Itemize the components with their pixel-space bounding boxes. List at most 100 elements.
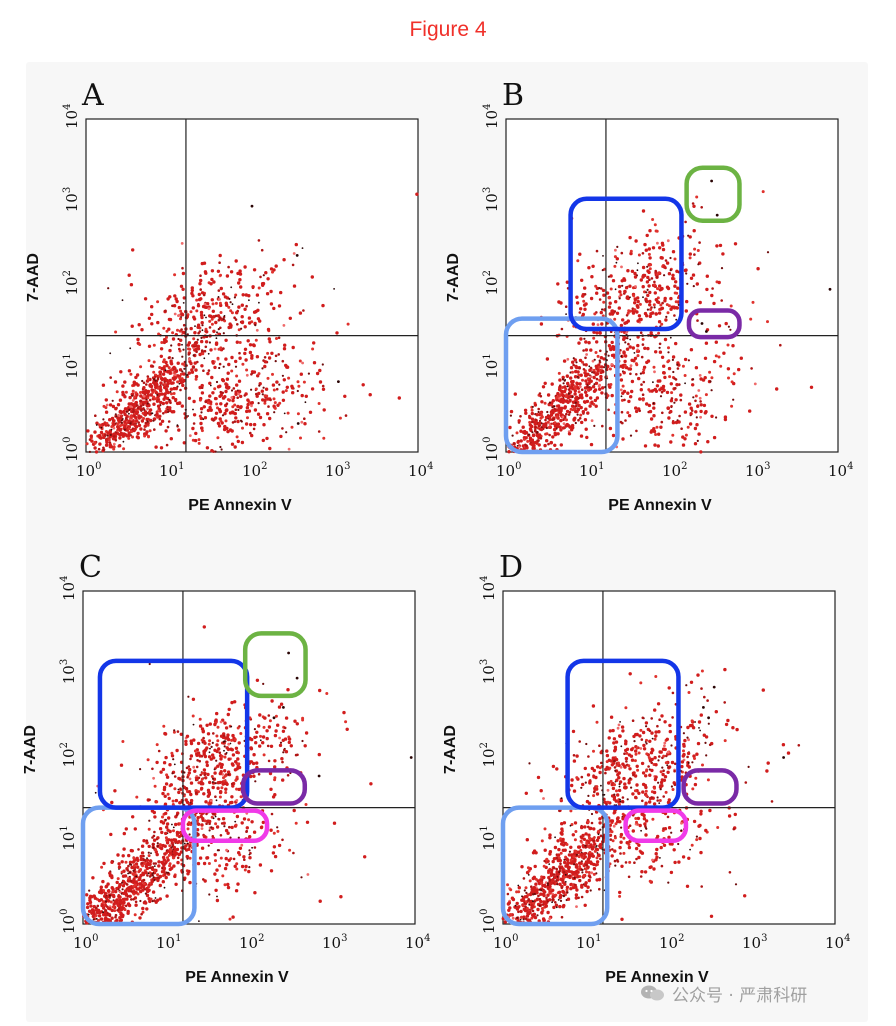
event-dot [579, 395, 583, 399]
event-dot [648, 303, 652, 307]
event-dot [144, 871, 148, 875]
event-dot [631, 311, 636, 315]
event-dot [200, 786, 204, 791]
event-dot [249, 422, 253, 427]
event-dot [172, 365, 176, 370]
event-dot [196, 741, 201, 746]
event-dot [608, 385, 612, 389]
event-dot [261, 393, 264, 396]
event-dot [233, 420, 237, 423]
event-dot [282, 324, 286, 327]
event-dot [156, 842, 159, 845]
event-dot [561, 378, 565, 381]
event-dot [528, 423, 532, 427]
event-dot [158, 414, 162, 418]
event-dot [577, 390, 581, 394]
event-dot [158, 827, 163, 831]
event-dot [189, 361, 193, 366]
event-dot [234, 318, 238, 321]
event-dot [121, 393, 125, 397]
event-dot [583, 766, 587, 771]
event-dot [702, 403, 707, 408]
event-dot [226, 747, 231, 752]
event-dot [111, 890, 115, 894]
event-dot [188, 880, 192, 885]
event-dot [171, 337, 176, 341]
event-dot [616, 773, 620, 777]
event-dot [571, 387, 575, 391]
event-dot [266, 277, 270, 281]
figure-title: Figure 4 [409, 18, 487, 41]
event-dot [569, 366, 574, 370]
event-dot [182, 441, 186, 445]
event-dot [578, 382, 582, 386]
event-dot [200, 426, 204, 430]
event-dot [607, 275, 611, 278]
event-dot [168, 317, 173, 322]
event-dot [271, 372, 274, 376]
event-dot [136, 436, 140, 440]
event-dot [567, 424, 571, 428]
event-dot [203, 773, 207, 776]
event-dot [142, 386, 146, 390]
event-dot [688, 252, 692, 256]
event-dot [104, 443, 109, 447]
event-dot [594, 284, 598, 288]
event-dot [692, 754, 696, 758]
event-dot [135, 410, 140, 414]
event-dot [624, 286, 629, 290]
event-dot [214, 888, 218, 892]
event-dot [263, 394, 267, 398]
event-dot [559, 428, 563, 432]
event-dot [667, 765, 670, 769]
event-dot [236, 396, 239, 400]
event-dot [177, 852, 182, 856]
event-dot [583, 286, 587, 290]
event-dot [239, 394, 243, 399]
event-dot [258, 415, 263, 420]
event-dot [120, 860, 124, 864]
event-dot [633, 740, 636, 743]
event-dot [265, 292, 270, 296]
event-dot [317, 402, 321, 405]
event-dot [200, 846, 205, 850]
event-dot [688, 422, 693, 426]
event-dot [140, 328, 144, 332]
event-dot [555, 906, 558, 909]
event-dot [205, 746, 209, 750]
event-dot [614, 248, 617, 252]
event-dot [548, 836, 552, 840]
event-dot [674, 398, 678, 402]
event-dot [276, 723, 280, 727]
event-dot [658, 802, 661, 804]
event-dot [266, 744, 270, 748]
event-dot [199, 310, 204, 315]
event-dot [680, 764, 684, 769]
event-dot [208, 829, 211, 832]
event-dot [703, 376, 707, 380]
event-dot [679, 393, 683, 397]
event-dot [594, 351, 598, 354]
event-dot [109, 433, 112, 436]
event-dot [109, 352, 112, 355]
event-dot [310, 387, 315, 391]
event-dot [150, 867, 155, 871]
event-dot [617, 306, 621, 310]
event-dot [532, 875, 536, 879]
event-dot [278, 736, 281, 740]
event-dot [554, 903, 559, 907]
event-dot [595, 872, 598, 875]
event-dot [542, 864, 546, 868]
event-dot [132, 873, 136, 876]
event-dot [635, 764, 639, 768]
event-dot [536, 431, 539, 434]
event-dot [191, 294, 195, 298]
event-dot [212, 781, 214, 783]
event-dot [317, 752, 321, 757]
event-dot [160, 860, 164, 865]
event-dot [710, 293, 714, 298]
event-dot [157, 860, 161, 864]
event-dot [99, 888, 103, 892]
event-dot [572, 759, 577, 763]
